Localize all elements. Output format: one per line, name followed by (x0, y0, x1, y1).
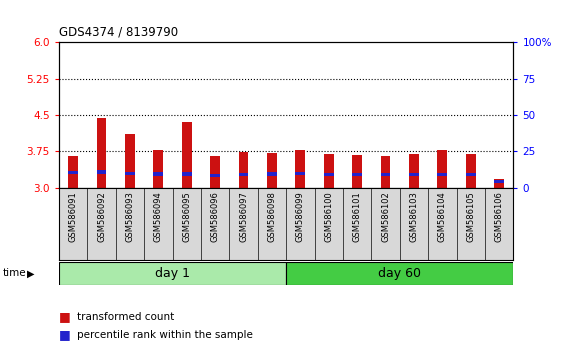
Bar (68, 156, 78, 188)
Text: percentile rank within the sample: percentile rank within the sample (77, 330, 253, 339)
Bar (210, 156, 220, 188)
Bar (380, 173, 390, 177)
Bar (238, 173, 249, 176)
Text: transformed count: transformed count (77, 312, 174, 322)
Text: GSM586105: GSM586105 (466, 191, 475, 242)
Bar (59, 262, 286, 285)
Bar (494, 179, 504, 188)
Bar (125, 172, 135, 175)
Bar (153, 150, 163, 188)
Bar (238, 152, 249, 188)
Bar (352, 155, 362, 188)
Bar (286, 188, 315, 260)
Bar (96, 119, 107, 188)
Bar (267, 153, 277, 188)
Text: ■: ■ (59, 310, 71, 323)
Text: day 60: day 60 (378, 267, 421, 280)
Text: GSM586104: GSM586104 (438, 191, 447, 242)
Bar (409, 154, 419, 188)
Text: GSM586099: GSM586099 (296, 191, 305, 242)
Bar (286, 262, 513, 285)
Text: GSM586095: GSM586095 (182, 191, 191, 242)
Bar (352, 173, 362, 177)
Text: GSM586102: GSM586102 (381, 191, 390, 242)
Text: GSM586101: GSM586101 (353, 191, 362, 242)
Bar (371, 188, 400, 260)
Bar (343, 188, 371, 260)
Text: GSM586091: GSM586091 (68, 191, 77, 242)
Bar (409, 173, 419, 177)
Text: GSM586093: GSM586093 (126, 191, 135, 242)
Text: GSM586103: GSM586103 (410, 191, 419, 242)
Bar (295, 150, 305, 188)
Bar (182, 122, 192, 188)
Text: time: time (3, 268, 26, 279)
Bar (88, 188, 116, 260)
Bar (295, 172, 305, 175)
Bar (210, 173, 220, 177)
Bar (59, 188, 88, 260)
Bar (438, 173, 447, 176)
Bar (201, 188, 229, 260)
Text: GSM586106: GSM586106 (495, 191, 504, 242)
Bar (182, 172, 192, 176)
Bar (257, 188, 286, 260)
Text: ■: ■ (59, 328, 71, 341)
Bar (144, 188, 173, 260)
Text: GDS4374 / 8139790: GDS4374 / 8139790 (59, 26, 178, 39)
Bar (153, 172, 163, 176)
Text: GSM586100: GSM586100 (324, 191, 333, 242)
Bar (324, 154, 334, 188)
Bar (438, 150, 447, 188)
Text: GSM586094: GSM586094 (154, 191, 163, 242)
Bar (68, 171, 78, 174)
Bar (324, 173, 334, 176)
Bar (116, 188, 144, 260)
Bar (400, 188, 428, 260)
Text: GSM586098: GSM586098 (268, 191, 277, 242)
Text: GSM586092: GSM586092 (97, 191, 106, 242)
Bar (494, 180, 504, 183)
Bar (315, 188, 343, 260)
Text: GSM586096: GSM586096 (210, 191, 219, 242)
Text: day 1: day 1 (155, 267, 190, 280)
Bar (125, 135, 135, 188)
Bar (229, 188, 257, 260)
Bar (466, 173, 476, 176)
Text: ▶: ▶ (27, 268, 34, 279)
Bar (485, 188, 513, 260)
Bar (457, 188, 485, 260)
Bar (267, 172, 277, 176)
Bar (380, 156, 390, 188)
Bar (173, 188, 201, 260)
Bar (466, 154, 476, 188)
Bar (96, 170, 107, 173)
Text: GSM586097: GSM586097 (239, 191, 248, 242)
Bar (428, 188, 457, 260)
